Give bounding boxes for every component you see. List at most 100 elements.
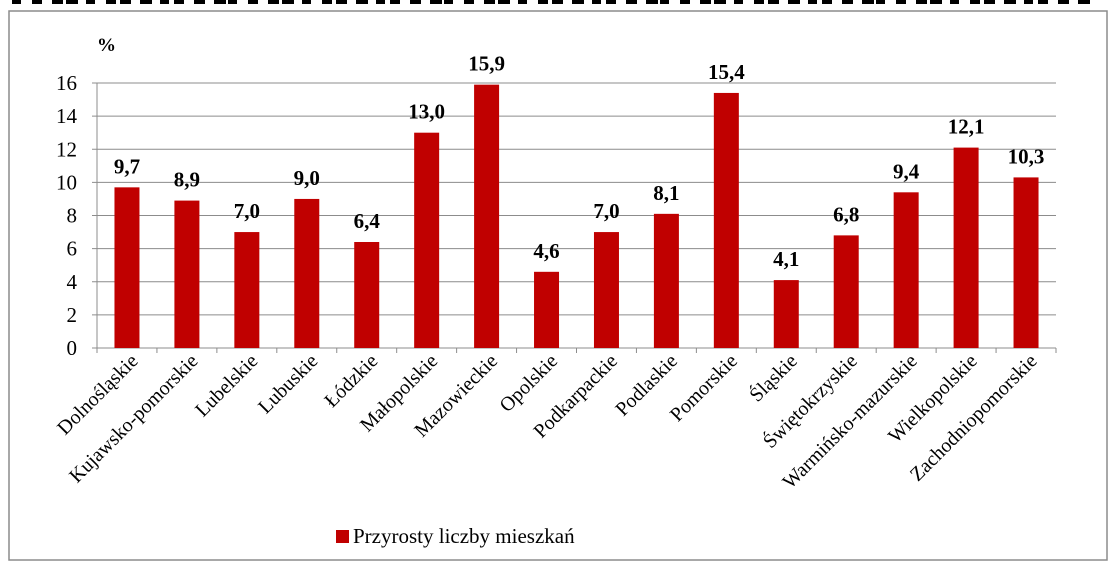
bar	[1013, 177, 1039, 348]
cropped-text-fragment	[194, 0, 205, 4]
cropped-text-fragment	[626, 0, 637, 4]
bar	[114, 187, 140, 348]
cropped-text-fragment	[1058, 0, 1069, 4]
cropped-text-fragment	[1024, 0, 1033, 4]
bar	[534, 271, 560, 348]
bar	[474, 84, 500, 348]
data-label: 8,9	[174, 168, 200, 192]
bar	[593, 232, 619, 348]
y-unit-label: %	[97, 35, 116, 56]
cropped-text-fragment	[916, 0, 927, 4]
data-label: 9,0	[294, 166, 320, 190]
cropped-text-fragment	[680, 0, 690, 4]
y-tick-label: 0	[67, 336, 78, 360]
cropped-text-fragment	[984, 0, 995, 4]
cropped-text-fragment	[970, 0, 980, 4]
cropped-text-fragment	[788, 0, 800, 4]
y-tick-label: 12	[56, 137, 77, 161]
cropped-text-fragment	[120, 0, 131, 4]
cropped-text-fragment	[214, 0, 226, 4]
data-label: 9,7	[114, 154, 140, 178]
cropped-text-fragment	[950, 0, 959, 4]
cropped-text-fragment	[754, 0, 764, 4]
data-label: 13,0	[408, 100, 445, 124]
cropped-text-fragment	[808, 0, 817, 4]
category-label: Śląskie	[744, 348, 802, 406]
cropped-text-fragment	[86, 0, 95, 4]
cropped-text-fragment	[322, 0, 332, 4]
cropped-text-fragment	[538, 0, 548, 4]
legend-label: Przyrosty liczby mieszkań	[353, 524, 575, 548]
cropped-text-fragment	[484, 0, 495, 4]
cropped-text-fragment	[1038, 0, 1048, 4]
data-label: 7,0	[234, 199, 260, 223]
bar	[653, 213, 679, 348]
data-labels: 9,7 8,9 7,0 9,0 6,4 13,0 15,9 4,6 7,0 8,1 15,4 4,1 6…	[114, 52, 1045, 271]
cropped-text-fragment	[140, 0, 152, 4]
cropped-text-fragment	[160, 0, 169, 4]
cropped-text-fragment	[518, 0, 527, 4]
category-label: Lubelskie	[191, 350, 262, 421]
cropped-text-fragment	[552, 0, 563, 4]
cropped-text-fragment	[592, 0, 601, 4]
chart-border	[8, 10, 1108, 561]
y-tick-label: 2	[67, 303, 78, 327]
y-tick-labels: 0 2 4 6 8 10 12 14 16	[56, 71, 78, 360]
bar	[294, 198, 320, 348]
cropped-text-fragment	[498, 0, 510, 4]
cropped-text-fragment	[268, 0, 279, 4]
bar	[773, 280, 799, 348]
data-label: 4,1	[773, 247, 799, 271]
y-tick-label: 8	[67, 204, 78, 228]
cropped-text-fragment	[734, 0, 743, 4]
data-label: 10,3	[1008, 144, 1045, 168]
bar	[414, 132, 440, 348]
cropped-text-fragment	[106, 0, 116, 4]
y-tick-label: 16	[56, 71, 77, 95]
cropped-text-fragment	[714, 0, 726, 4]
cropped-text-fragment	[700, 0, 711, 4]
cropped-text-fragment	[464, 0, 474, 4]
cropped-text-fragment	[660, 0, 669, 4]
legend-swatch	[336, 530, 349, 543]
bar	[234, 232, 260, 348]
cropped-text-fragment	[302, 0, 311, 4]
y-tick-label: 14	[56, 104, 78, 128]
data-label: 6,4	[354, 209, 381, 233]
cropped-text-fragment	[822, 0, 832, 4]
cropped-text-fragment	[282, 0, 294, 4]
bars	[114, 84, 1039, 348]
data-label: 6,8	[833, 202, 859, 226]
cropped-text-fragment	[336, 0, 347, 4]
cropped-text-fragment	[52, 0, 63, 4]
cropped-text-fragment	[768, 0, 779, 4]
cropped-text-fragment	[646, 0, 658, 4]
cropped-text-fragment	[430, 0, 442, 4]
cropped-text-fragment	[12, 0, 21, 4]
cropped-text-fragment	[1078, 0, 1090, 4]
cropped-text-fragment	[174, 0, 184, 4]
cropped-text-fragment	[896, 0, 906, 4]
cropped-text-fragment	[606, 0, 616, 4]
bar	[174, 200, 200, 348]
cropped-top-strip	[0, 0, 1112, 7]
cropped-text-fragment	[930, 0, 942, 4]
category-labels: DolnośląskieKujawsko-pomorskieLubelskieL…	[53, 348, 1042, 493]
data-label: 8,1	[653, 181, 679, 205]
cropped-text-fragment	[876, 0, 885, 4]
data-label: 7,0	[593, 199, 619, 223]
data-label: 15,4	[708, 60, 745, 84]
bar	[354, 242, 380, 348]
cropped-text-fragment	[1004, 0, 1016, 4]
bar	[833, 235, 859, 348]
data-label: 12,1	[948, 115, 985, 139]
cropped-text-fragment	[842, 0, 853, 4]
cropped-text-fragment	[66, 0, 78, 4]
cropped-text-fragment	[248, 0, 258, 4]
y-tick-label: 10	[56, 170, 77, 194]
cropped-text-fragment	[390, 0, 400, 4]
bar	[953, 147, 979, 348]
bar	[713, 92, 739, 348]
cropped-text-fragment	[356, 0, 368, 4]
